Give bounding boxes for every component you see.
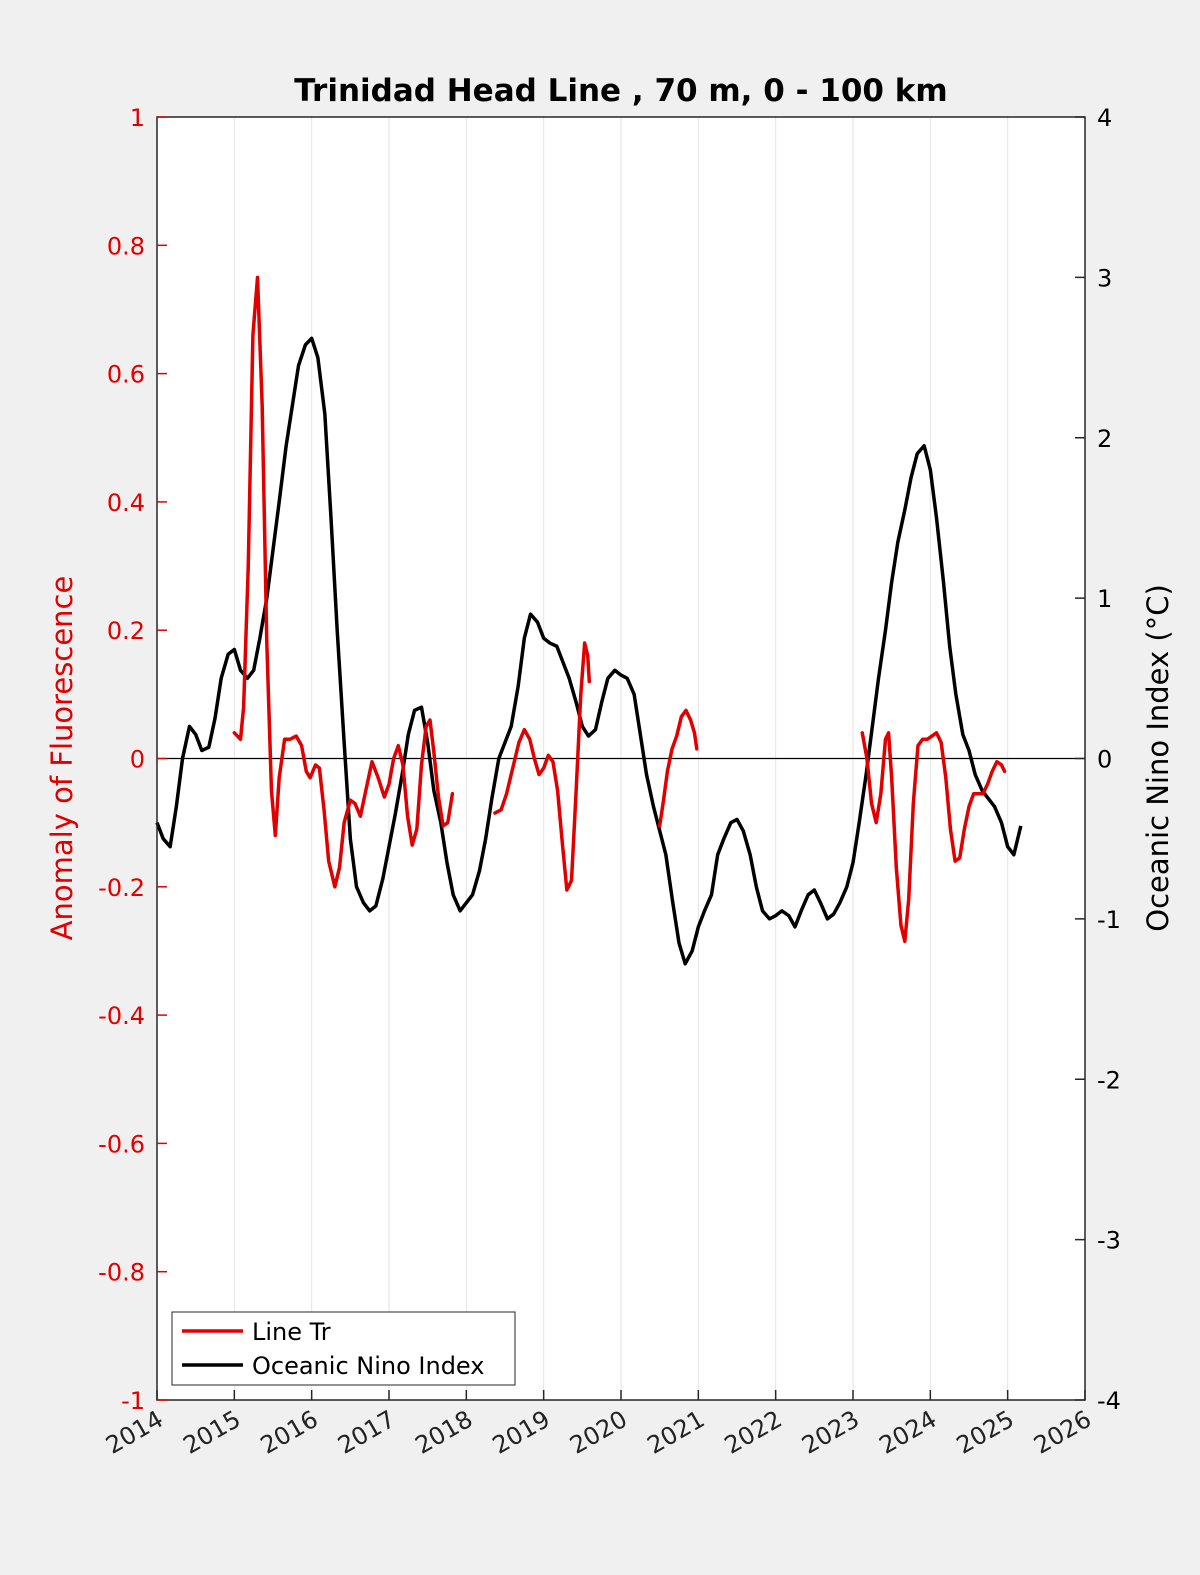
x-tick-label: 2025	[952, 1405, 1019, 1460]
right-tick-label: -3	[1097, 1227, 1121, 1255]
x-tick-label: 2026	[1029, 1405, 1096, 1460]
left-tick-label: -0.8	[98, 1259, 145, 1287]
x-tick-label: 2016	[256, 1405, 323, 1460]
right-tick-label: 3	[1097, 264, 1112, 292]
series-line-tr-segment-4	[860, 731, 1007, 944]
left-tick-label: 0	[130, 746, 145, 774]
left-tick-label: 1	[130, 104, 145, 132]
x-tick-label: 2018	[410, 1405, 477, 1460]
right-tick-label: 0	[1097, 746, 1112, 774]
right-tick-label: 1	[1097, 585, 1112, 613]
chart-title: Trinidad Head Line , 70 m, 0 - 100 km	[294, 73, 947, 109]
left-tick-label: -0.2	[98, 874, 145, 902]
left-tick-label: 0.6	[107, 361, 145, 389]
left-tick-label: 0.2	[107, 617, 145, 645]
series-layer	[155, 275, 1023, 966]
x-tick-label: 2020	[565, 1405, 632, 1460]
right-tick-label: 2	[1097, 425, 1112, 453]
left-axis-label: Anomaly of Fluorescence	[45, 576, 79, 941]
right-tick-label: -4	[1097, 1387, 1121, 1415]
right-axis-label: Oceanic Nino Index (°C)	[1141, 584, 1175, 932]
left-tick-label: -1	[121, 1387, 145, 1415]
left-axis: 1 0.8 0.6 0.4 0.2 0 -0.2 -0.4 -0.6 -0.8 -1	[98, 104, 167, 1415]
x-tick-label: 2015	[178, 1405, 245, 1460]
legend: Line Tr Oceanic Nino Index	[171, 1311, 516, 1386]
series-line-tr-segment-3	[657, 708, 699, 828]
right-tick-label: -1	[1097, 906, 1121, 934]
left-tick-label: 0.8	[107, 232, 145, 260]
series-line-tr-segment-2	[493, 641, 592, 892]
left-tick-label: -0.6	[98, 1130, 145, 1158]
right-tick-label: 4	[1097, 104, 1112, 132]
x-tick-label: 2022	[720, 1405, 787, 1460]
left-tick-label: -0.4	[98, 1002, 145, 1030]
x-tick-label: 2021	[642, 1405, 709, 1460]
legend-label-line-tr: Line Tr	[252, 1318, 331, 1346]
x-tick-label: 2023	[797, 1405, 864, 1460]
legend-label-oni: Oceanic Nino Index	[252, 1352, 484, 1380]
legend-box	[171, 1311, 516, 1386]
x-tick-label: 2017	[333, 1405, 400, 1460]
series-line-tr-segment-1	[232, 275, 455, 889]
x-tick-label: 2019	[488, 1405, 555, 1460]
left-tick-label: 0.4	[107, 489, 145, 517]
series-oni-line	[155, 336, 1023, 966]
right-axis: 4 3 2 1 0 -1 -2 -3 -4	[1075, 104, 1121, 1415]
x-tick-label: 2024	[874, 1405, 941, 1460]
right-tick-label: -2	[1097, 1066, 1121, 1094]
